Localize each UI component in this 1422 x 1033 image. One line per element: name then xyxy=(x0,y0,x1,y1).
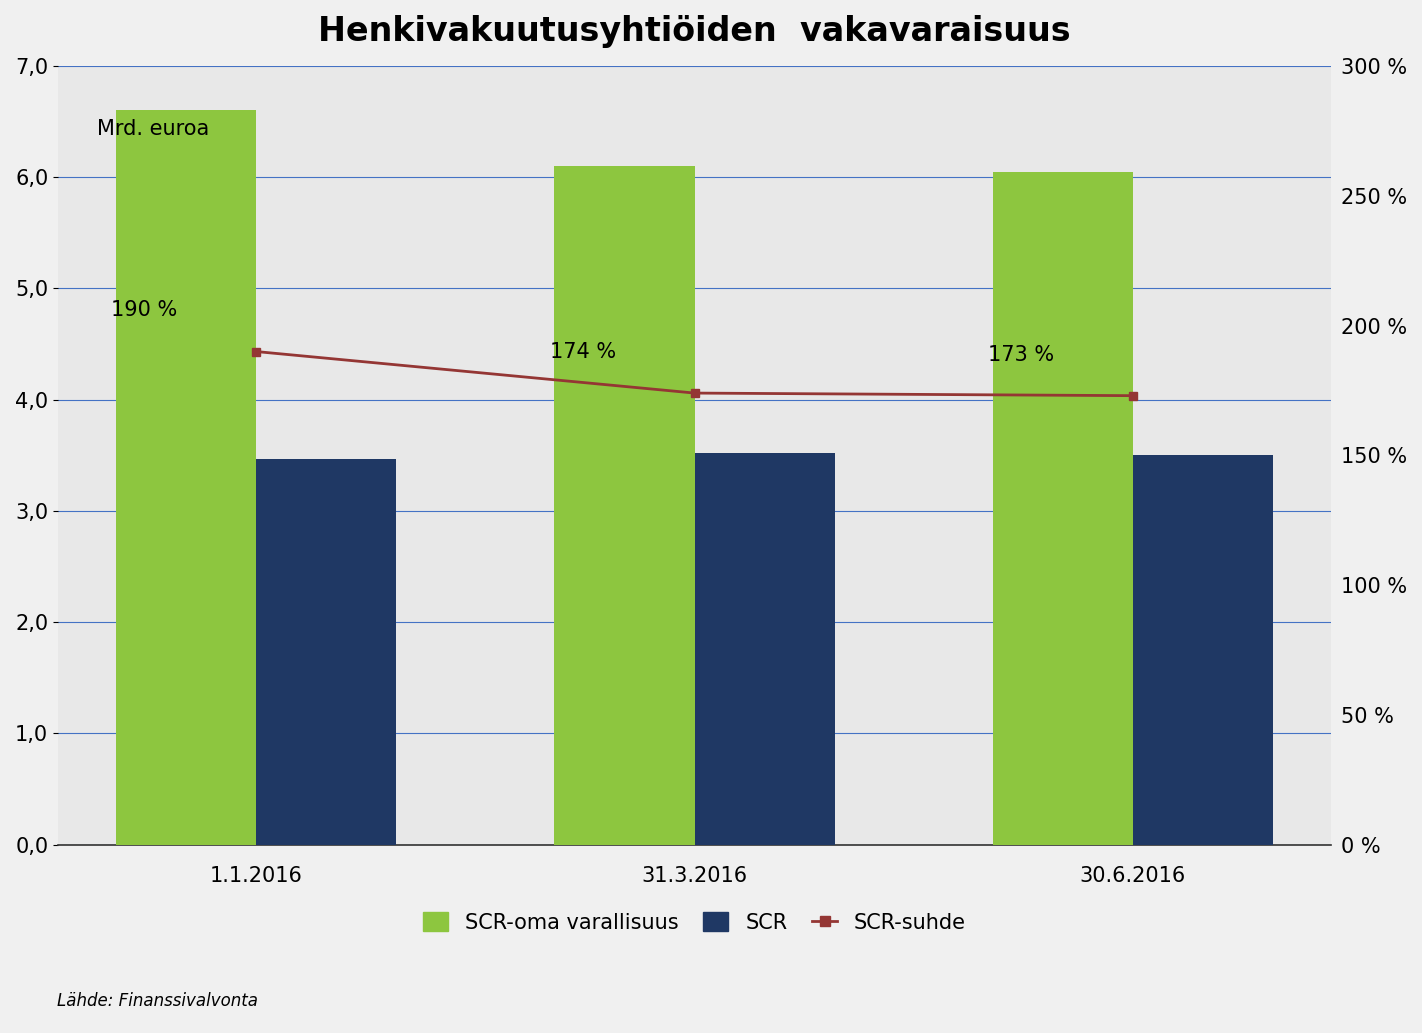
Title: Henkivakuutusyhtiöiden  vakavaraisuus: Henkivakuutusyhtiöiden vakavaraisuus xyxy=(319,15,1071,48)
Legend: SCR-oma varallisuus, SCR, SCR-suhde: SCR-oma varallisuus, SCR, SCR-suhde xyxy=(412,902,977,943)
Bar xyxy=(256,459,397,845)
Bar xyxy=(1133,456,1273,845)
Text: 190 %: 190 % xyxy=(111,301,178,320)
Bar xyxy=(694,453,835,845)
Bar xyxy=(555,166,694,845)
Text: 173 %: 173 % xyxy=(988,345,1054,365)
Bar xyxy=(115,111,256,845)
Text: Lähde: Finanssivalvonta: Lähde: Finanssivalvonta xyxy=(57,993,257,1010)
Text: 174 %: 174 % xyxy=(549,342,616,362)
Bar xyxy=(993,171,1133,845)
Text: Mrd. euroa: Mrd. euroa xyxy=(97,119,209,139)
